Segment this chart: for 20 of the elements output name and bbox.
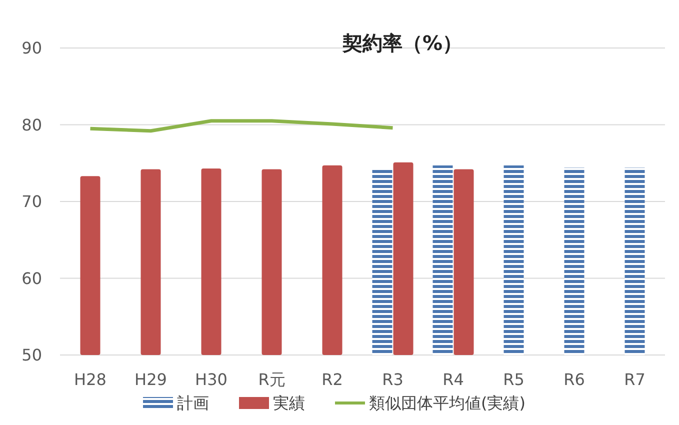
y-tick-label: 50 [22, 346, 42, 365]
x-tick-label: R6 [564, 370, 585, 389]
x-tick-label: R4 [442, 370, 464, 389]
x-tick-label: R3 [382, 370, 404, 389]
legend-label: 類似団体平均値(実績) [369, 394, 526, 413]
legend-label: 実績 [273, 394, 305, 413]
line-series [88, 119, 394, 133]
y-tick-label: 60 [22, 268, 42, 288]
legend-label: 計画 [177, 394, 209, 413]
x-tick-label: H29 [134, 370, 167, 389]
x-tick-label: R5 [503, 370, 524, 389]
y-tick-label: 90 [22, 38, 42, 58]
x-tick-label: H28 [74, 370, 106, 389]
chart-title: 契約率（%） [341, 31, 463, 55]
y-tick-label: 70 [22, 192, 42, 212]
y-tick-label: 80 [22, 115, 42, 134]
x-tick-label: R2 [322, 370, 343, 389]
x-tick-label: R7 [624, 370, 646, 389]
x-tick-label: H30 [195, 370, 228, 389]
x-tick-label: R元 [258, 370, 286, 389]
